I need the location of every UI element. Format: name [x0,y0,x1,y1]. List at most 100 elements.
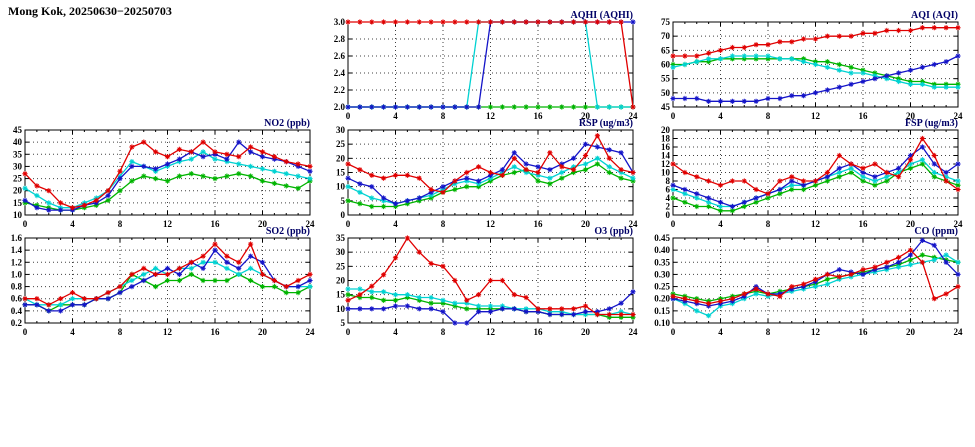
chart-title: O3 (ppb) [594,226,633,237]
chart-title: AQHI (AQHI) [571,10,634,21]
y-tick-label: 0.35 [654,257,670,267]
x-tick-label: 4 [393,219,398,229]
series-line-red [347,134,634,194]
y-tick-label: 10 [13,210,23,220]
chart-title: NO2 (ppb) [264,118,310,129]
x-tick-label: 20 [581,111,591,121]
series-markers-red [670,25,961,59]
x-tick-label: 0 [346,111,351,121]
series-markers-red [345,235,636,318]
y-tick-label: 35 [336,233,346,243]
chart-svg-no2: 10 15 20 25 30 35 40 45 0 4 8 12 16 20 24 NO2 (ppb) [13,118,316,229]
x-tick-label: 24 [629,327,639,337]
y-tick-label: 75 [661,17,671,27]
y-tick-label: 65 [661,45,671,55]
x-tick-label: 0 [23,327,28,337]
chart-svg-aqi: 45 50 55 60 65 70 75 0 4 8 12 16 20 24 AQI (AQI) [661,10,964,121]
chart-so2: 0.2 0.4 0.6 0.8 1.0 1.2 1.4 1.6 0 4 8 12 16 20 24 SO2 (… [0,224,317,339]
y-tick-label: 15 [13,198,23,208]
x-tick-label: 8 [766,327,771,337]
series-markers-green [670,161,961,214]
series-markers-blue [670,237,961,309]
chart-fsp: 0 2 4 6 8 10 12 14 16 18 20 0 4 8 12 16 20 24 FSP (ug/m3) [643,116,965,231]
series-markers-red [345,19,636,110]
x-tick-label: 24 [954,111,964,121]
x-tick-label: 4 [718,219,723,229]
x-tick-label: 24 [629,219,639,229]
y-tick-label: 10 [336,182,346,192]
x-tick-label: 16 [859,327,869,337]
y-tick-label: 40 [13,137,23,147]
y-tick-label: 10 [336,304,346,314]
x-tick-label: 8 [441,111,446,121]
y-tick-label: 2.2 [334,85,346,95]
series-markers-cyan [670,53,961,90]
x-tick-label: 20 [581,327,591,337]
x-tick-label: 12 [486,111,496,121]
y-tick-label: 2.8 [334,34,346,44]
x-tick-label: 12 [811,327,821,337]
x-tick-label: 4 [70,219,75,229]
chart-o3: 5 10 15 20 25 30 35 0 4 8 12 16 20 24 O3 (ppb) [318,224,640,339]
x-tick-label: 16 [534,327,544,337]
chart-svg-so2: 0.2 0.4 0.6 0.8 1.0 1.2 1.4 1.6 0 4 8 12 16 20 24 SO2 (… [11,226,315,337]
series-markers-red [22,139,313,211]
y-tick-label: 15 [336,290,346,300]
y-tick-label: 25 [13,174,23,184]
y-tick-label: 15 [336,168,346,178]
x-tick-label: 0 [671,327,676,337]
y-tick-label: 10 [661,168,671,178]
y-tick-label: 30 [336,247,346,257]
x-tick-label: 20 [906,111,916,121]
y-tick-label: 8 [666,176,671,186]
y-tick-label: 1.0 [11,269,23,279]
x-tick-label: 12 [163,327,173,337]
y-tick-label: 0.6 [11,294,23,304]
y-tick-label: 18 [661,134,671,144]
y-tick-label: 45 [13,125,23,135]
chart-title: CO (ppm) [914,226,958,237]
y-tick-label: 0.30 [654,269,670,279]
y-tick-label: 1.4 [11,245,23,255]
x-tick-label: 0 [23,219,28,229]
series-markers-blue [345,141,636,207]
y-tick-label: 0.2 [11,318,23,328]
chart-title: FSP (ug/m3) [905,118,958,129]
y-tick-label: 0 [666,210,671,220]
series-markers-blue [345,289,636,326]
x-tick-label: 20 [906,327,916,337]
x-tick-label: 4 [393,327,398,337]
series-line-blue [672,146,959,208]
series-markers-blue [670,53,961,104]
series-markers-red [670,135,961,197]
y-tick-label: 1.2 [11,257,23,267]
x-tick-label: 8 [118,219,123,229]
y-tick-label: 55 [661,74,671,84]
x-tick-label: 4 [70,327,75,337]
x-tick-label: 20 [258,219,268,229]
y-tick-label: 0.20 [654,294,670,304]
y-tick-label: 16 [661,142,671,152]
y-tick-label: 2.0 [334,102,346,112]
y-tick-label: 0 [341,210,346,220]
chart-rsp: 0 5 10 15 20 25 30 0 4 8 12 16 20 24 RSP (ug/m3) [318,116,640,231]
x-tick-label: 8 [766,111,771,121]
chart-svg-aqhi: 2.0 2.2 2.4 2.6 2.8 3.0 0 4 8 12 16 20 24 AQHI (AQHI) [334,10,638,121]
chart-svg-co: 0.10 0.15 0.20 0.25 0.30 0.35 0.40 0.45 0 4 8 12 16 2… [654,226,963,337]
y-tick-label: 35 [13,149,23,159]
series-markers-red [22,241,313,308]
y-tick-label: 0.8 [11,282,23,292]
chart-no2: 10 15 20 25 30 35 40 45 0 4 8 12 16 20 24 NO2 (ppb) [0,116,317,231]
x-tick-label: 20 [581,219,591,229]
x-tick-label: 16 [211,219,221,229]
y-tick-label: 45 [661,102,671,112]
chart-aqi: 45 50 55 60 65 70 75 0 4 8 12 16 20 24 AQI (AQI) [643,8,965,123]
x-tick-label: 16 [534,111,544,121]
y-tick-label: 1.6 [11,233,23,243]
x-tick-label: 24 [306,219,316,229]
x-tick-label: 16 [859,111,869,121]
page-title: Mong Kok, 20250630−20250703 [8,4,172,18]
x-tick-label: 0 [671,219,676,229]
x-tick-label: 4 [718,327,723,337]
